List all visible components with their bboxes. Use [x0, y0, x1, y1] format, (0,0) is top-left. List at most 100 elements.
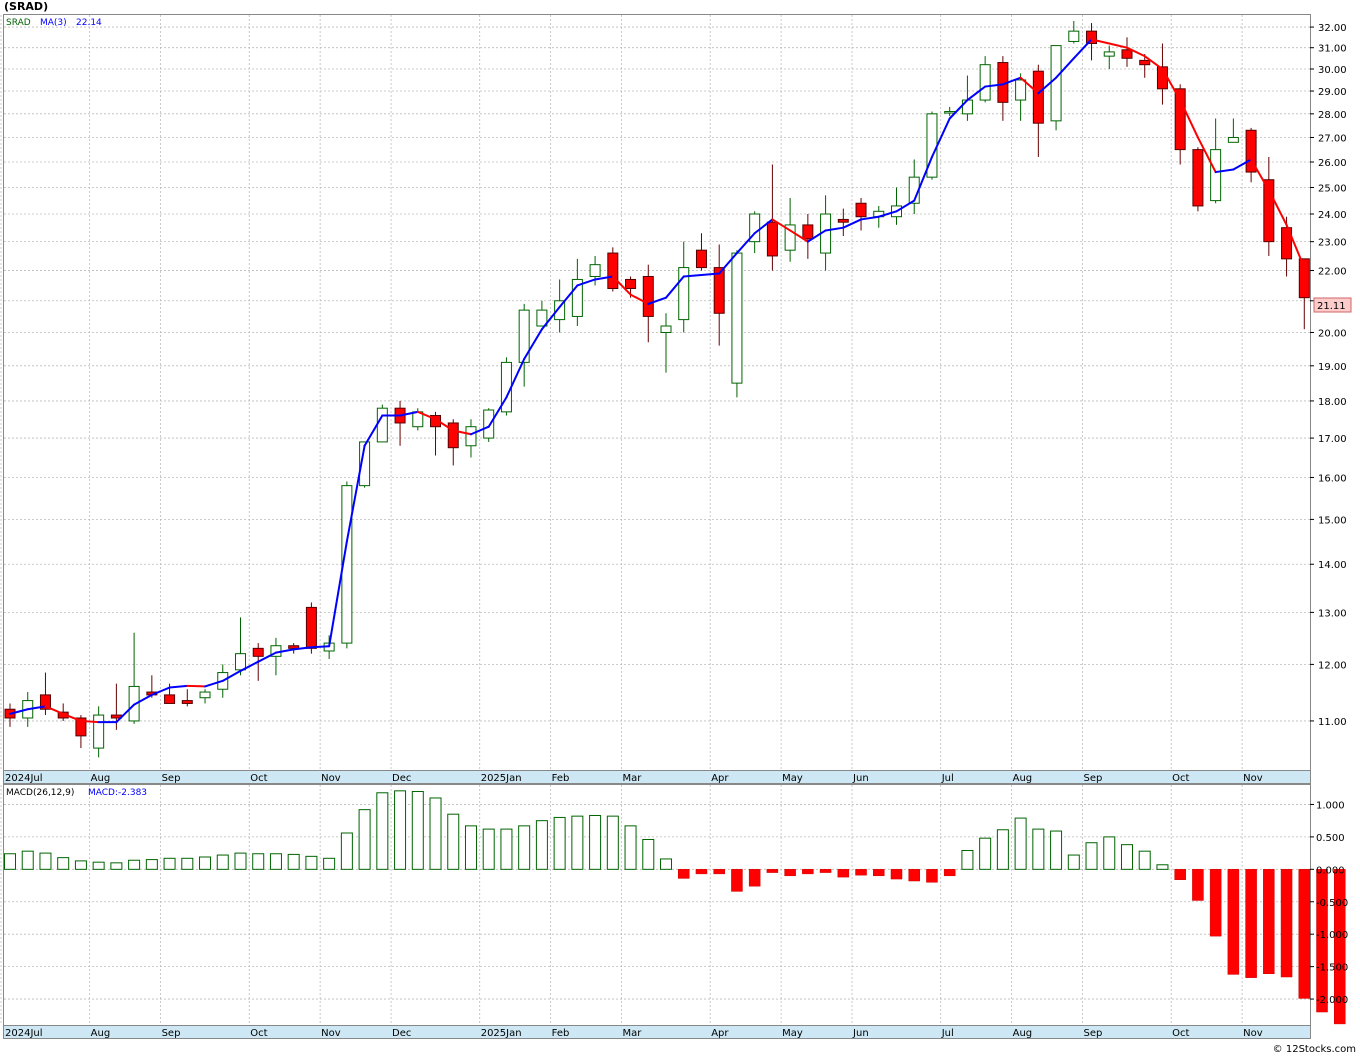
- ma-segment: [700, 272, 721, 276]
- x-tick-label: Aug: [1013, 773, 1033, 784]
- x-tick-label: Aug: [91, 1028, 111, 1039]
- ma-segment: [1196, 136, 1217, 174]
- macd-bar: [287, 853, 300, 870]
- ma-segment: [984, 83, 1004, 88]
- macd-legend-label: MACD(26,12,9): [6, 788, 74, 798]
- macd-bar: [394, 790, 407, 870]
- ma-segment: [1214, 168, 1235, 174]
- x-tick-label: 2024Jul: [5, 1028, 43, 1039]
- last-price-tag-box: [1313, 297, 1352, 313]
- macd-panel-frame: [3, 784, 1311, 1026]
- macd-bar: [1209, 869, 1222, 937]
- y-tick-label: 28.00: [1318, 110, 1347, 121]
- price-grid: [0, 15, 1310, 770]
- macd-y-axis: 1.000 0.500 0.000 -0.500 -1.000 -1.500 -2.000: [1310, 800, 1348, 1006]
- macd-bar: [961, 850, 974, 870]
- macd-bar: [181, 857, 194, 870]
- ma-segment: [735, 232, 756, 255]
- macd-bar: [1298, 869, 1311, 999]
- macd-bar: [660, 858, 673, 870]
- candle-body: [802, 224, 814, 240]
- ma-segment: [558, 284, 579, 308]
- x-tick-label: May: [782, 1028, 803, 1039]
- macd-bar: [748, 869, 761, 887]
- candle-body: [536, 309, 548, 327]
- macd-histogram: [4, 790, 1346, 1025]
- x-tick-label: Sep: [162, 773, 181, 784]
- x-tick-label: Jun: [852, 773, 869, 784]
- y-tick-label: 23.00: [1318, 238, 1347, 249]
- macd-bar: [464, 825, 477, 870]
- y-tick-label: 15.00: [1318, 515, 1347, 526]
- ma-segment: [1161, 68, 1182, 102]
- x-tick-label: Oct: [1172, 773, 1189, 784]
- candle-body: [359, 441, 371, 487]
- ma-segment: [257, 651, 277, 663]
- ma-segment: [1072, 38, 1093, 60]
- ma-segment: [576, 278, 597, 287]
- y-tick-label: 22.00: [1318, 267, 1347, 278]
- price-legend-ma-label: MA(3): [40, 18, 67, 28]
- candle-body: [483, 409, 495, 439]
- candle-body: [305, 606, 317, 649]
- ma-segment: [416, 410, 437, 421]
- candle-body: [1263, 179, 1275, 243]
- candle-body: [1298, 258, 1310, 299]
- macd-bar: [305, 855, 318, 870]
- candle-body: [199, 691, 211, 699]
- macd-bar: [606, 815, 619, 870]
- macd-bar: [1103, 836, 1116, 870]
- price-candles: [4, 21, 1310, 758]
- macd-bar: [269, 853, 282, 870]
- macd-bar: [447, 813, 460, 870]
- x-tick-label: Sep: [162, 1028, 181, 1039]
- ma-segment: [62, 712, 82, 722]
- candle-body: [164, 694, 176, 704]
- ma-segment: [913, 156, 933, 202]
- macd-bar: [92, 861, 105, 870]
- ma-segment: [1001, 76, 1022, 86]
- y-tick-label: 13.00: [1318, 608, 1347, 619]
- macd-bar: [943, 869, 956, 877]
- candle-body: [678, 267, 690, 321]
- candle-body: [607, 252, 619, 290]
- ma-segment: [611, 275, 632, 296]
- macd-bar: [39, 852, 52, 870]
- candle-body: [465, 426, 477, 447]
- candle-body: [1210, 149, 1222, 202]
- ma-segment: [771, 218, 792, 232]
- ma-segment: [1037, 76, 1058, 95]
- macd-bar: [1067, 854, 1080, 870]
- ma-segment: [1267, 189, 1288, 226]
- candle-body: [93, 714, 105, 749]
- y-tick-label: -0.500: [1316, 898, 1348, 909]
- macd-bar: [979, 837, 992, 870]
- candle-body: [625, 278, 637, 290]
- ma-segment: [345, 444, 366, 543]
- macd-bar: [252, 853, 265, 870]
- macd-bar: [624, 825, 637, 870]
- x-tick-label: Mar: [623, 773, 643, 784]
- macd-bar: [996, 829, 1009, 870]
- ma-segment: [328, 540, 348, 648]
- x-tick-label: Feb: [552, 773, 570, 784]
- macd-bar: [766, 869, 779, 873]
- y-tick-label: 12.00: [1318, 660, 1347, 671]
- macd-date-axis: 2024Jul Aug Sep Oct Nov Dec 2025Jan Feb Mar Apr Ma…: [5, 1028, 1263, 1039]
- macd-bar: [110, 862, 123, 870]
- x-tick-label: Sep: [1084, 773, 1103, 784]
- y-tick-label: 19.00: [1318, 362, 1347, 373]
- candle-body: [731, 252, 743, 384]
- macd-bar: [713, 869, 725, 875]
- ma-segment: [168, 684, 189, 689]
- y-tick-label: -2.000: [1316, 995, 1348, 1006]
- ma-segment: [1125, 46, 1146, 58]
- macd-bar: [1263, 869, 1275, 975]
- x-tick-label: Dec: [392, 1028, 411, 1039]
- x-tick-label: Dec: [392, 773, 411, 784]
- ma-segment: [221, 669, 242, 682]
- macd-bar: [1174, 869, 1186, 880]
- macd-bar: [855, 869, 867, 876]
- x-tick-label: 2025Jan: [481, 773, 522, 784]
- macd-bar: [340, 832, 353, 870]
